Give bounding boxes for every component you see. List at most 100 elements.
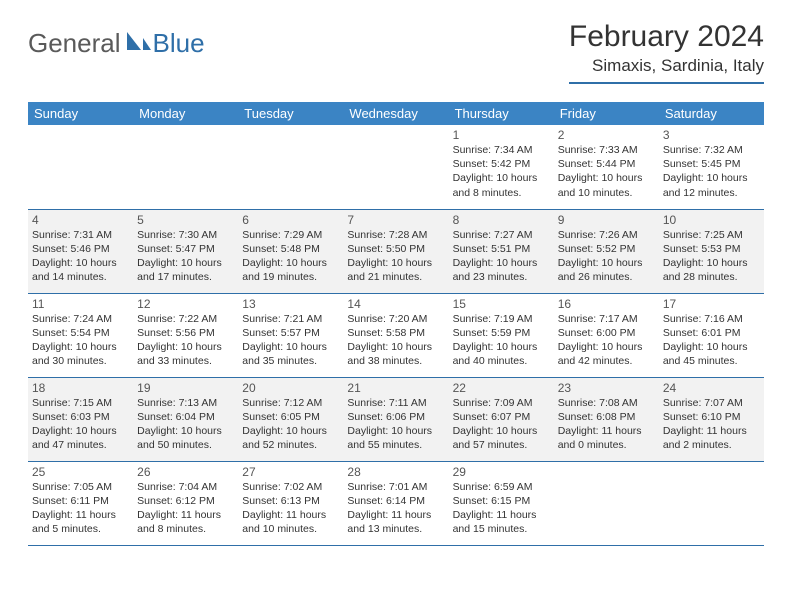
- day-info: Sunrise: 7:33 AMSunset: 5:44 PMDaylight:…: [558, 143, 655, 200]
- day-info: Sunrise: 7:11 AMSunset: 6:06 PMDaylight:…: [347, 396, 444, 453]
- day-header: Wednesday: [343, 102, 448, 125]
- calendar-row: 25Sunrise: 7:05 AMSunset: 6:11 PMDayligh…: [28, 461, 764, 545]
- calendar-cell: 12Sunrise: 7:22 AMSunset: 5:56 PMDayligh…: [133, 293, 238, 377]
- day-info: Sunrise: 7:17 AMSunset: 6:00 PMDaylight:…: [558, 312, 655, 369]
- day-header: Sunday: [28, 102, 133, 125]
- calendar-cell: [659, 461, 764, 545]
- calendar-cell: 15Sunrise: 7:19 AMSunset: 5:59 PMDayligh…: [449, 293, 554, 377]
- day-number: 16: [558, 297, 655, 311]
- calendar-cell: 6Sunrise: 7:29 AMSunset: 5:48 PMDaylight…: [238, 209, 343, 293]
- calendar-row: 11Sunrise: 7:24 AMSunset: 5:54 PMDayligh…: [28, 293, 764, 377]
- day-info: Sunrise: 7:26 AMSunset: 5:52 PMDaylight:…: [558, 228, 655, 285]
- day-number: 13: [242, 297, 339, 311]
- calendar-row: 4Sunrise: 7:31 AMSunset: 5:46 PMDaylight…: [28, 209, 764, 293]
- calendar-cell: 22Sunrise: 7:09 AMSunset: 6:07 PMDayligh…: [449, 377, 554, 461]
- day-info: Sunrise: 7:21 AMSunset: 5:57 PMDaylight:…: [242, 312, 339, 369]
- calendar-cell: [554, 461, 659, 545]
- calendar-cell: 7Sunrise: 7:28 AMSunset: 5:50 PMDaylight…: [343, 209, 448, 293]
- day-number: 18: [32, 381, 129, 395]
- calendar-cell: 4Sunrise: 7:31 AMSunset: 5:46 PMDaylight…: [28, 209, 133, 293]
- month-title: February 2024: [569, 20, 764, 54]
- day-number: 10: [663, 213, 760, 227]
- day-number: 19: [137, 381, 234, 395]
- calendar-cell: 14Sunrise: 7:20 AMSunset: 5:58 PMDayligh…: [343, 293, 448, 377]
- calendar-cell: 2Sunrise: 7:33 AMSunset: 5:44 PMDaylight…: [554, 125, 659, 209]
- day-header: Monday: [133, 102, 238, 125]
- day-number: 8: [453, 213, 550, 227]
- day-number: 9: [558, 213, 655, 227]
- day-header: Tuesday: [238, 102, 343, 125]
- day-info: Sunrise: 7:05 AMSunset: 6:11 PMDaylight:…: [32, 480, 129, 537]
- calendar-cell: 20Sunrise: 7:12 AMSunset: 6:05 PMDayligh…: [238, 377, 343, 461]
- day-number: 27: [242, 465, 339, 479]
- day-info: Sunrise: 7:16 AMSunset: 6:01 PMDaylight:…: [663, 312, 760, 369]
- day-number: 6: [242, 213, 339, 227]
- day-number: 29: [453, 465, 550, 479]
- day-number: 23: [558, 381, 655, 395]
- calendar-cell: 19Sunrise: 7:13 AMSunset: 6:04 PMDayligh…: [133, 377, 238, 461]
- day-number: 11: [32, 297, 129, 311]
- day-number: 5: [137, 213, 234, 227]
- day-number: 14: [347, 297, 444, 311]
- calendar-cell: 24Sunrise: 7:07 AMSunset: 6:10 PMDayligh…: [659, 377, 764, 461]
- day-info: Sunrise: 7:13 AMSunset: 6:04 PMDaylight:…: [137, 396, 234, 453]
- day-header: Saturday: [659, 102, 764, 125]
- calendar-cell: 8Sunrise: 7:27 AMSunset: 5:51 PMDaylight…: [449, 209, 554, 293]
- day-number: 24: [663, 381, 760, 395]
- logo-text-blue: Blue: [153, 28, 205, 59]
- logo-text-general: General: [28, 28, 121, 59]
- calendar-cell: 17Sunrise: 7:16 AMSunset: 6:01 PMDayligh…: [659, 293, 764, 377]
- day-number: 17: [663, 297, 760, 311]
- calendar-cell: 18Sunrise: 7:15 AMSunset: 6:03 PMDayligh…: [28, 377, 133, 461]
- logo-sail-icon: [125, 30, 151, 57]
- calendar-cell: 26Sunrise: 7:04 AMSunset: 6:12 PMDayligh…: [133, 461, 238, 545]
- calendar-cell: [28, 125, 133, 209]
- calendar-body: 1Sunrise: 7:34 AMSunset: 5:42 PMDaylight…: [28, 125, 764, 545]
- day-number: 26: [137, 465, 234, 479]
- day-header: Friday: [554, 102, 659, 125]
- day-number: 3: [663, 128, 760, 142]
- page-header: General Blue February 2024 Simaxis, Sard…: [28, 20, 764, 84]
- calendar-cell: 25Sunrise: 7:05 AMSunset: 6:11 PMDayligh…: [28, 461, 133, 545]
- day-info: Sunrise: 7:22 AMSunset: 5:56 PMDaylight:…: [137, 312, 234, 369]
- calendar-cell: 10Sunrise: 7:25 AMSunset: 5:53 PMDayligh…: [659, 209, 764, 293]
- day-info: Sunrise: 7:07 AMSunset: 6:10 PMDaylight:…: [663, 396, 760, 453]
- day-info: Sunrise: 7:02 AMSunset: 6:13 PMDaylight:…: [242, 480, 339, 537]
- day-number: 28: [347, 465, 444, 479]
- calendar-cell: [133, 125, 238, 209]
- day-info: Sunrise: 7:28 AMSunset: 5:50 PMDaylight:…: [347, 228, 444, 285]
- day-info: Sunrise: 7:09 AMSunset: 6:07 PMDaylight:…: [453, 396, 550, 453]
- day-info: Sunrise: 7:32 AMSunset: 5:45 PMDaylight:…: [663, 143, 760, 200]
- calendar-cell: 5Sunrise: 7:30 AMSunset: 5:47 PMDaylight…: [133, 209, 238, 293]
- calendar-row: 18Sunrise: 7:15 AMSunset: 6:03 PMDayligh…: [28, 377, 764, 461]
- calendar-head: SundayMondayTuesdayWednesdayThursdayFrid…: [28, 102, 764, 125]
- calendar-cell: [238, 125, 343, 209]
- calendar-cell: 16Sunrise: 7:17 AMSunset: 6:00 PMDayligh…: [554, 293, 659, 377]
- day-info: Sunrise: 7:12 AMSunset: 6:05 PMDaylight:…: [242, 396, 339, 453]
- day-info: Sunrise: 7:31 AMSunset: 5:46 PMDaylight:…: [32, 228, 129, 285]
- day-number: 4: [32, 213, 129, 227]
- location: Simaxis, Sardinia, Italy: [569, 56, 764, 84]
- day-info: Sunrise: 6:59 AMSunset: 6:15 PMDaylight:…: [453, 480, 550, 537]
- day-number: 12: [137, 297, 234, 311]
- calendar-cell: 11Sunrise: 7:24 AMSunset: 5:54 PMDayligh…: [28, 293, 133, 377]
- day-number: 2: [558, 128, 655, 142]
- calendar-cell: 29Sunrise: 6:59 AMSunset: 6:15 PMDayligh…: [449, 461, 554, 545]
- day-number: 15: [453, 297, 550, 311]
- calendar-cell: [343, 125, 448, 209]
- calendar-cell: 9Sunrise: 7:26 AMSunset: 5:52 PMDaylight…: [554, 209, 659, 293]
- calendar-cell: 13Sunrise: 7:21 AMSunset: 5:57 PMDayligh…: [238, 293, 343, 377]
- day-number: 7: [347, 213, 444, 227]
- calendar-cell: 1Sunrise: 7:34 AMSunset: 5:42 PMDaylight…: [449, 125, 554, 209]
- day-info: Sunrise: 7:15 AMSunset: 6:03 PMDaylight:…: [32, 396, 129, 453]
- calendar-cell: 21Sunrise: 7:11 AMSunset: 6:06 PMDayligh…: [343, 377, 448, 461]
- day-info: Sunrise: 7:19 AMSunset: 5:59 PMDaylight:…: [453, 312, 550, 369]
- calendar-cell: 3Sunrise: 7:32 AMSunset: 5:45 PMDaylight…: [659, 125, 764, 209]
- day-info: Sunrise: 7:25 AMSunset: 5:53 PMDaylight:…: [663, 228, 760, 285]
- logo: General Blue: [28, 28, 205, 59]
- day-info: Sunrise: 7:30 AMSunset: 5:47 PMDaylight:…: [137, 228, 234, 285]
- day-number: 25: [32, 465, 129, 479]
- calendar-table: SundayMondayTuesdayWednesdayThursdayFrid…: [28, 102, 764, 546]
- day-number: 1: [453, 128, 550, 142]
- day-info: Sunrise: 7:24 AMSunset: 5:54 PMDaylight:…: [32, 312, 129, 369]
